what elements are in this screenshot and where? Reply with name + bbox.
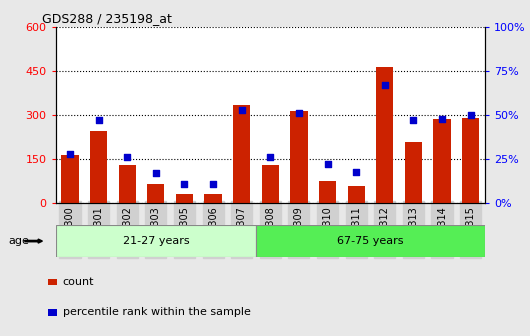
Bar bbox=[405, 141, 422, 203]
Point bbox=[438, 116, 446, 121]
Bar bbox=[376, 67, 393, 203]
Text: count: count bbox=[63, 277, 94, 287]
Point bbox=[237, 107, 246, 113]
Bar bbox=[176, 195, 193, 203]
Bar bbox=[147, 184, 164, 203]
Bar bbox=[233, 105, 250, 203]
Bar bbox=[90, 131, 107, 203]
Point bbox=[323, 162, 332, 167]
Bar bbox=[61, 155, 78, 203]
Bar bbox=[56, 225, 256, 257]
Point bbox=[180, 181, 189, 186]
Bar bbox=[462, 118, 479, 203]
Point bbox=[66, 151, 74, 157]
Bar bbox=[262, 165, 279, 203]
Point bbox=[266, 155, 275, 160]
Point bbox=[152, 171, 160, 176]
Bar bbox=[290, 111, 307, 203]
Bar bbox=[319, 181, 336, 203]
Bar bbox=[256, 225, 485, 257]
Bar bbox=[119, 165, 136, 203]
Point bbox=[123, 155, 131, 160]
Point bbox=[381, 82, 389, 88]
Bar bbox=[205, 195, 222, 203]
Point bbox=[209, 181, 217, 186]
Text: 67-75 years: 67-75 years bbox=[337, 236, 404, 246]
Bar bbox=[348, 185, 365, 203]
Text: percentile rank within the sample: percentile rank within the sample bbox=[63, 307, 250, 318]
Bar bbox=[434, 120, 450, 203]
Text: GDS288 / 235198_at: GDS288 / 235198_at bbox=[42, 12, 172, 25]
Point bbox=[409, 118, 418, 123]
Text: 21-27 years: 21-27 years bbox=[122, 236, 189, 246]
Text: age: age bbox=[8, 236, 29, 246]
Point bbox=[94, 118, 103, 123]
Point bbox=[295, 111, 303, 116]
Point bbox=[466, 112, 475, 118]
Point bbox=[352, 169, 360, 174]
